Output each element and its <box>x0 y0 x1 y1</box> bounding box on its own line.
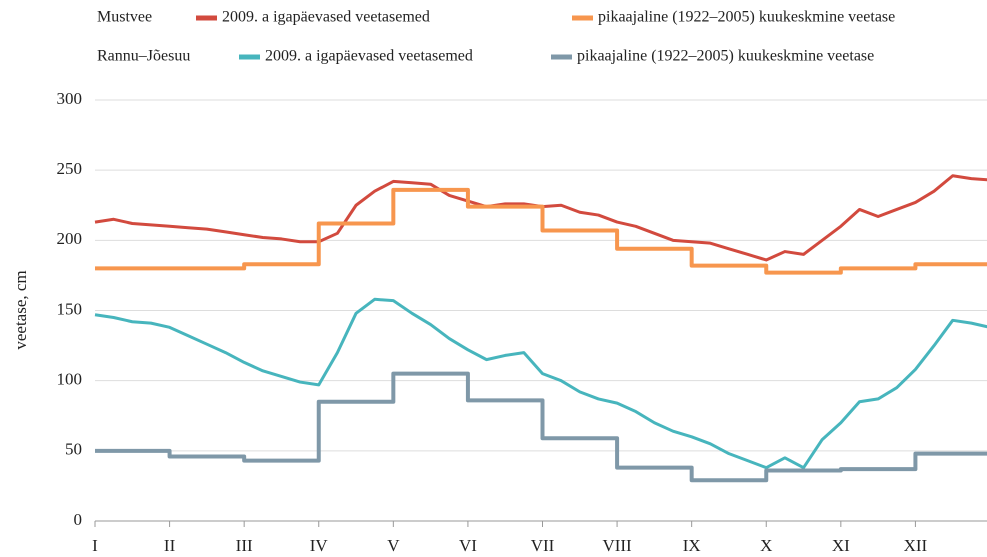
y-tick-label: 100 <box>57 370 83 389</box>
legend-label: pikaajaline (1922–2005) kuukeskmine veet… <box>598 9 895 26</box>
x-tick-label: VI <box>459 536 477 555</box>
x-tick-label: III <box>236 536 253 555</box>
series-line <box>95 371 987 483</box>
y-tick-label: 300 <box>57 89 83 108</box>
x-tick-label: IX <box>683 536 701 555</box>
series-line <box>94 297 987 470</box>
x-tick-label: VII <box>531 536 555 555</box>
legend-label: 2009. a igapäevased veetasemed <box>265 48 473 65</box>
x-tick-label: XII <box>904 536 928 555</box>
x-tick-label: II <box>164 536 176 555</box>
x-tick-label: IV <box>310 536 329 555</box>
x-tick-label: XI <box>832 536 850 555</box>
legend-group: Rannu–Jõesuu <box>97 48 190 65</box>
y-tick-label: 150 <box>57 299 83 318</box>
y-axis-label: veetase, cm <box>11 270 30 349</box>
legend-label: pikaajaline (1922–2005) kuukeskmine veet… <box>577 48 874 65</box>
x-tick-label: VIII <box>602 536 632 555</box>
y-tick-label: 50 <box>65 440 82 459</box>
x-tick-label: X <box>760 536 772 555</box>
y-tick-label: 250 <box>57 159 83 178</box>
legend-label: 2009. a igapäevased veetasemed <box>222 9 430 26</box>
x-tick-label: I <box>92 536 98 555</box>
y-tick-label: 0 <box>74 510 83 529</box>
y-tick-label: 200 <box>57 229 83 248</box>
series-line <box>95 187 987 275</box>
x-tick-label: V <box>387 536 400 555</box>
legend-group: Mustvee <box>97 9 152 26</box>
